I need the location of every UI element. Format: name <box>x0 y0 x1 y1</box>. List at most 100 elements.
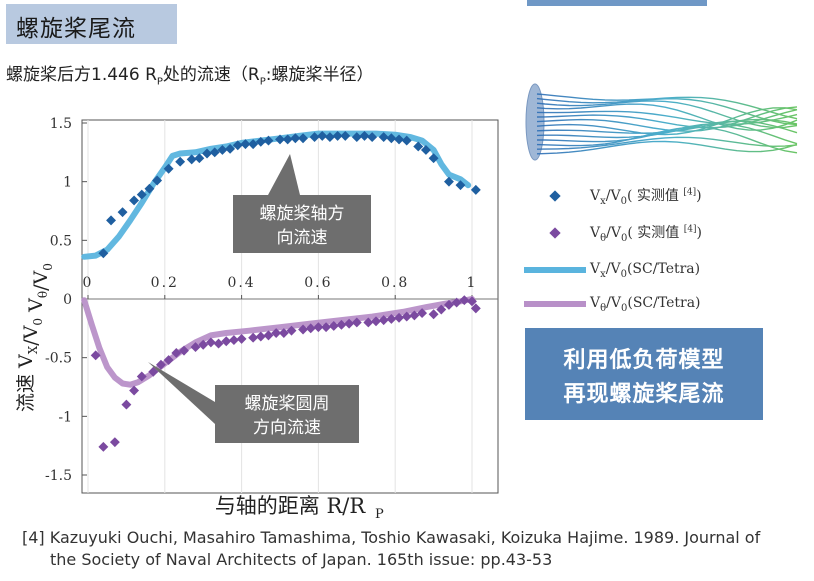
data-point-marker <box>198 339 209 350</box>
data-point-marker <box>417 308 428 319</box>
y-axis-label-sub: X <box>26 345 40 354</box>
data-point-marker <box>467 296 477 307</box>
wake-streamline <box>536 140 798 155</box>
data-point-marker <box>175 156 186 167</box>
y-tick-label: 0.5 <box>50 233 72 249</box>
legend-label: ) <box>696 188 702 205</box>
wake-streamline <box>536 97 798 126</box>
legend-sub: x <box>600 195 606 207</box>
callout-label: 向流速 <box>277 228 328 248</box>
legend-label: (SC/Tetra) <box>626 260 701 277</box>
series-line <box>81 296 475 388</box>
x-axis-label: 与轴的距离 R/R <box>215 494 367 518</box>
y-tick-label: 0 <box>63 292 72 308</box>
data-point-marker <box>98 248 109 259</box>
line-swatch-icon <box>524 301 586 307</box>
wake-streamline <box>537 123 798 145</box>
data-point-marker <box>156 359 166 370</box>
data-point-marker <box>248 139 259 150</box>
y-tick-label: 1.5 <box>50 116 72 132</box>
subtitle-text-3: :螺旋桨半径） <box>265 65 374 85</box>
propeller-wake-illustration <box>525 83 798 161</box>
x-axis-label-sub: P <box>375 507 384 522</box>
y-axis-label-part: /V <box>30 271 52 291</box>
data-point-marker <box>117 207 128 218</box>
legend-sup: [4] <box>683 224 697 235</box>
data-point-marker <box>186 154 197 165</box>
data-point-marker <box>394 312 404 323</box>
top-accent-bar <box>527 0 707 6</box>
reference-line-2: the Society of Naval Architects of Japan… <box>50 550 553 569</box>
legend-label: /V <box>605 260 621 277</box>
y-axis-label-sub: 0 <box>31 318 45 326</box>
data-point-marker <box>305 323 316 334</box>
data-point-marker <box>148 366 159 377</box>
data-point-marker <box>263 330 274 341</box>
x-tick-label: 0.2 <box>151 275 179 291</box>
wake-streamline <box>536 107 798 136</box>
data-point-marker <box>190 342 201 353</box>
data-point-marker <box>236 333 247 344</box>
data-point-marker <box>228 335 239 346</box>
y-tick-label: -1.5 <box>45 468 72 484</box>
data-point-marker <box>225 143 236 154</box>
x-tick-label: 0.4 <box>227 275 255 291</box>
data-point-marker <box>163 355 174 365</box>
callout-pointer <box>148 362 215 424</box>
data-point-marker <box>129 195 140 206</box>
legend-sup: [4] <box>683 187 697 198</box>
legend-item-vx-sc-tetra: Vx/V0(SC/Tetra) <box>520 259 700 281</box>
data-point-marker <box>470 303 481 314</box>
legend-label: /V <box>605 188 621 205</box>
data-point-marker <box>136 371 147 382</box>
callout-label: 螺旋桨轴方 <box>260 204 345 224</box>
legend-label: V <box>590 294 601 311</box>
legend-label: ( 实测值 <box>627 225 684 242</box>
wake-streamline <box>536 110 798 125</box>
data-point-marker <box>152 175 163 186</box>
legend-sub: 0 <box>620 232 628 244</box>
x-tick-label: 0 <box>83 275 94 291</box>
diamond-marker-icon <box>549 190 561 202</box>
legend-item-vtheta-measured: Vθ/V0( 实测值 [4]) <box>520 222 702 244</box>
data-point-marker <box>232 140 243 151</box>
highlight-box: 利用低负荷模型 再现螺旋桨尾流 <box>525 328 763 420</box>
legend-label: V <box>590 188 601 205</box>
y-axis-label-sub: θ <box>36 291 50 298</box>
callout-label: 螺旋桨圆周 <box>245 394 330 414</box>
callout-pointer <box>268 154 300 195</box>
y-axis-label-part: /V <box>20 325 42 345</box>
subtitle-sub-2: P <box>259 76 266 88</box>
data-point-marker <box>351 317 362 328</box>
data-point-marker <box>363 317 374 328</box>
wake-streamline <box>536 106 798 132</box>
data-point-marker <box>163 163 174 174</box>
legend-label: /V <box>606 225 621 242</box>
legend-item-vx-measured: Vx/V0( 实测值 [4]) <box>520 185 702 207</box>
data-point-marker <box>194 153 205 164</box>
legend-sub: 0 <box>620 302 628 314</box>
y-axis-label: 流速 VX/V0 Vθ/V0 <box>15 263 55 412</box>
data-point-marker <box>344 318 355 329</box>
wake-streamline <box>536 136 798 150</box>
data-point-marker <box>202 148 212 159</box>
data-point-marker <box>248 332 259 343</box>
data-point-marker <box>171 348 182 358</box>
subtitle: 螺旋桨后方1.446 RP处的流速（RP:螺旋桨半径） <box>6 60 374 87</box>
highlight-line-1: 利用低负荷模型 <box>563 348 725 373</box>
data-point-marker <box>205 337 216 348</box>
data-point-marker <box>221 336 232 347</box>
legend-label: /V <box>606 294 621 311</box>
data-point-marker <box>213 338 224 349</box>
wake-streamline <box>536 103 798 131</box>
wake-streamline <box>536 100 798 129</box>
callout-box <box>215 385 359 443</box>
diamond-marker-icon <box>549 227 561 239</box>
y-axis-label-part: 流速 V <box>15 354 37 412</box>
x-tick-label: 0.8 <box>381 275 409 291</box>
y-axis-label-part: V <box>25 298 47 318</box>
data-point-marker <box>179 345 189 356</box>
legend-sub: θ <box>600 232 607 244</box>
x-tick-label: 1 <box>467 275 478 291</box>
data-point-marker <box>129 385 140 396</box>
